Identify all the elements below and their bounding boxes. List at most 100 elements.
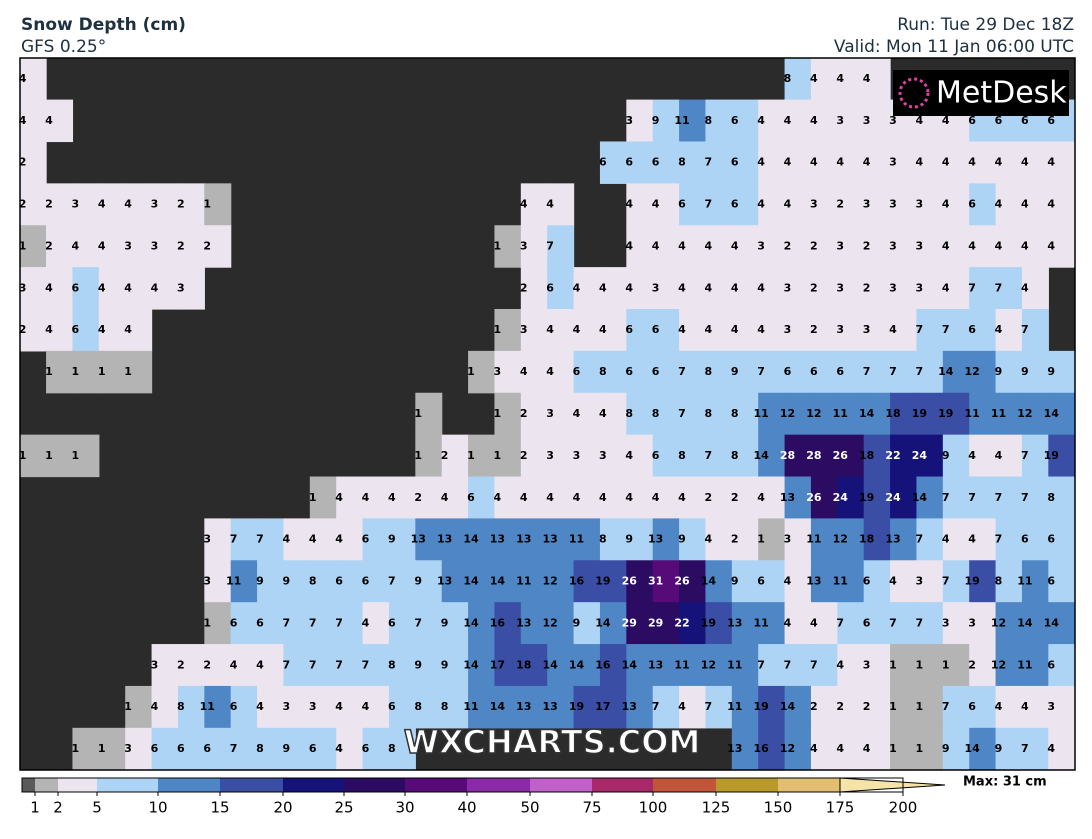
snow-value: 9 xyxy=(441,616,449,629)
snow-cell xyxy=(863,560,891,603)
colorbar-segment xyxy=(405,778,467,792)
snow-cell xyxy=(995,183,1023,226)
snow-value: 14 xyxy=(938,365,954,378)
snow-value: 6 xyxy=(1047,114,1055,127)
snow-cell xyxy=(784,476,812,520)
snow-value: 1 xyxy=(757,533,765,546)
snow-cell xyxy=(72,267,100,310)
snow-value: 7 xyxy=(968,281,976,294)
colorbar-segment xyxy=(22,778,35,792)
snow-value: 4 xyxy=(916,114,924,127)
snow-value: 4 xyxy=(731,323,739,336)
snow-cell xyxy=(784,602,812,645)
snow-cell xyxy=(837,392,865,436)
snow-value: 6 xyxy=(995,114,1003,127)
snow-cell xyxy=(1048,476,1076,520)
snow-value: 1 xyxy=(203,198,211,211)
snow-value: 7 xyxy=(757,658,765,671)
snow-cell xyxy=(942,434,970,478)
snow-value: 3 xyxy=(151,198,159,211)
snow-cell xyxy=(19,57,47,101)
snow-value: 4 xyxy=(784,156,792,169)
snow-cell xyxy=(19,99,47,143)
snow-value: 4 xyxy=(256,700,264,713)
snow-value: 13 xyxy=(806,575,821,588)
snow-cell xyxy=(46,350,74,394)
snow-cell xyxy=(758,602,786,645)
snow-value: 13 xyxy=(516,616,531,629)
snow-value: 7 xyxy=(230,533,238,546)
snow-value: 4 xyxy=(836,742,844,755)
snow-cell xyxy=(151,727,179,771)
snow-cell xyxy=(942,602,970,645)
snow-value: 18 xyxy=(516,658,531,671)
snow-value: 4 xyxy=(335,533,343,546)
snow-cell xyxy=(679,183,707,226)
snow-value: 26 xyxy=(674,575,690,588)
snow-cell xyxy=(1021,183,1049,226)
snow-cell xyxy=(336,518,364,561)
snow-value: 2 xyxy=(784,239,792,252)
snow-value: 11 xyxy=(727,700,742,713)
snow-cell xyxy=(652,392,680,436)
snow-cell xyxy=(520,476,548,520)
snow-value: 14 xyxy=(490,700,506,713)
colorbar-tick-label: 1 xyxy=(30,799,40,817)
snow-value: 11 xyxy=(806,533,821,546)
snow-value: 11 xyxy=(1017,575,1032,588)
snow-value: 8 xyxy=(309,575,317,588)
snow-cell xyxy=(415,392,443,436)
snow-cell xyxy=(758,183,786,226)
snow-cell xyxy=(1048,685,1076,729)
snow-cell xyxy=(916,392,944,436)
snow-value: 7 xyxy=(1021,742,1029,755)
snow-value: 11 xyxy=(991,407,1006,420)
snow-cell xyxy=(731,99,759,143)
snow-value: 4 xyxy=(757,323,765,336)
snow-value: 6 xyxy=(836,365,844,378)
snow-value: 6 xyxy=(388,616,396,629)
colorbar-segment xyxy=(778,778,840,792)
snow-cell xyxy=(309,644,337,687)
snow-value: 8 xyxy=(441,700,449,713)
snow-value: 13 xyxy=(516,533,531,546)
snow-value: 11 xyxy=(727,658,742,671)
snow-value: 6 xyxy=(731,198,739,211)
snow-cell xyxy=(969,602,997,645)
snow-value: 3 xyxy=(203,533,211,546)
colorbar-tick-label: 125 xyxy=(702,799,731,817)
snow-value: 6 xyxy=(968,114,976,127)
snow-value: 8 xyxy=(1047,491,1055,504)
snow-cell xyxy=(731,727,759,771)
snow-cell xyxy=(626,434,654,478)
snow-value: 13 xyxy=(437,533,452,546)
snow-cell xyxy=(652,644,680,687)
snow-cell xyxy=(758,727,786,771)
snow-cell xyxy=(520,183,548,226)
snow-value: 2 xyxy=(19,198,27,211)
snow-value: 13 xyxy=(885,533,900,546)
snow-cell xyxy=(810,57,838,101)
snow-value: 1 xyxy=(45,365,53,378)
snow-value: 4 xyxy=(968,533,976,546)
snow-value: 4 xyxy=(836,72,844,85)
snow-cell xyxy=(969,727,997,771)
snow-cell xyxy=(336,727,364,771)
snow-value: 9 xyxy=(441,658,449,671)
snow-cell xyxy=(652,308,680,352)
snow-value: 7 xyxy=(678,365,686,378)
snow-cell xyxy=(890,308,918,352)
snow-cell xyxy=(19,434,47,478)
snow-value: 18 xyxy=(859,533,874,546)
colorbar-tick-label: 25 xyxy=(334,799,353,817)
snow-cell xyxy=(679,434,707,478)
snow-value: 1 xyxy=(72,365,80,378)
snow-value: 14 xyxy=(1017,616,1033,629)
snow-value: 13 xyxy=(542,533,557,546)
snow-value: 29 xyxy=(622,616,637,629)
snow-value: 9 xyxy=(731,575,739,588)
snow-cell xyxy=(230,602,258,645)
snow-value: 4 xyxy=(916,156,924,169)
snow-cell xyxy=(784,727,812,771)
snow-cell xyxy=(1048,350,1076,394)
